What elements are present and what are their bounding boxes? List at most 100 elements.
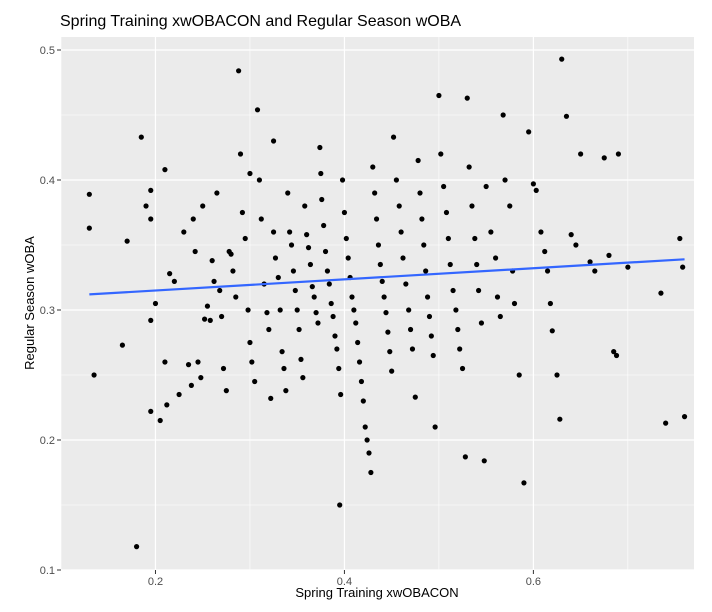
scatter-point [256,177,263,183]
scatter-point [296,326,302,333]
scatter-point [381,294,387,300]
scatter-point [339,177,346,183]
scatter-point [428,333,434,339]
scatter-point [464,95,470,101]
x-axis-title: Spring Training xwOBACON [295,585,458,600]
scatter-point [364,437,370,443]
scatter-point [681,414,688,420]
grid-lines [60,37,694,571]
scatter-point [283,388,289,394]
scatter-point [202,316,208,322]
scatter-point [264,310,270,316]
scatter-point [247,170,253,177]
scatter-point [680,264,686,270]
scatter-point [355,339,361,346]
scatter-point [268,395,274,401]
scatter-point [181,229,187,235]
trend-line [89,258,685,296]
scatter-point [258,216,264,222]
scatter-point [200,203,206,209]
scatter-point [578,151,584,157]
x-tick-label: 0.2 [148,576,163,588]
scatter-point [311,294,317,300]
scatter-point [236,68,242,74]
scatter-point [492,255,499,261]
scatter-point [288,242,295,248]
scatter-point [319,196,325,203]
scatter-point [343,235,349,242]
y-axis-ticks: 0.1 0.2 0.3 0.4 0.5 [40,45,61,577]
scatter-point [148,317,154,323]
scatter-point [469,203,475,209]
scatter-point [625,264,631,270]
scatter-point [326,281,332,287]
plot-panel [61,37,694,570]
scatter-point [368,469,374,476]
scatter-point [419,216,425,222]
scatter-point [228,251,234,257]
scatter-point [349,294,355,300]
scatter-point [383,310,389,316]
scatter-point [223,388,229,394]
scatter-point [447,261,453,268]
scatter-point [328,300,334,307]
scatter-point [507,203,513,209]
scatter-point [421,242,427,248]
scatter-point [322,248,329,255]
scatter-point [530,181,536,187]
scatter-point [300,375,306,381]
scatter-point [432,424,438,430]
y-axis-title: Regular Season wOBA [22,236,37,370]
scatter-point [563,113,570,119]
scatter-point [247,339,253,346]
scatter-point [252,378,258,385]
scatter-point [415,157,421,164]
scatter-point [557,416,563,422]
scatter-point [321,222,327,229]
x-axis-ticks: 0.2 0.4 0.6 [148,570,541,588]
scatter-point [398,229,404,235]
scatter-point [511,300,518,307]
scatter-point [488,229,494,235]
scatter-point [459,365,466,372]
scatter-point [396,203,402,209]
y-tick-label: 0.2 [40,435,55,447]
scatter-point [192,248,198,255]
scatter-point [373,216,380,222]
scatter-point [516,372,522,378]
scatter-point [304,232,310,238]
scatter-point [176,391,182,398]
x-tick-label: 0.4 [337,576,352,588]
scatter-point [185,362,192,368]
scatter-point [547,300,553,307]
scatter-point [568,232,574,238]
scatter-point [86,191,92,197]
scatter-point [305,245,312,251]
scatter-point [332,333,338,339]
scatter-point [217,287,223,294]
scatter-point [143,203,149,209]
scatter-point [445,235,451,242]
scatter-point [164,402,170,408]
scatter-point [336,365,342,372]
scatter-point [152,300,159,307]
scatter-point [341,209,348,216]
scatter-point [360,398,366,404]
scatter-point [658,290,664,296]
scatter-point [204,303,211,309]
scatter-point [162,167,168,173]
scatter-point [366,450,372,456]
scatter-point [188,382,194,388]
scatter-point [318,170,324,177]
scatter-point [592,268,598,274]
scatter-point [426,313,433,320]
scatter-point [292,287,298,294]
scatter-point [290,268,297,274]
scatter-point [239,209,245,216]
scatter-point [538,229,544,235]
scatter-point [167,271,173,277]
scatter-point [377,261,383,268]
scatter-point [533,187,539,193]
scatter-point [521,480,527,486]
